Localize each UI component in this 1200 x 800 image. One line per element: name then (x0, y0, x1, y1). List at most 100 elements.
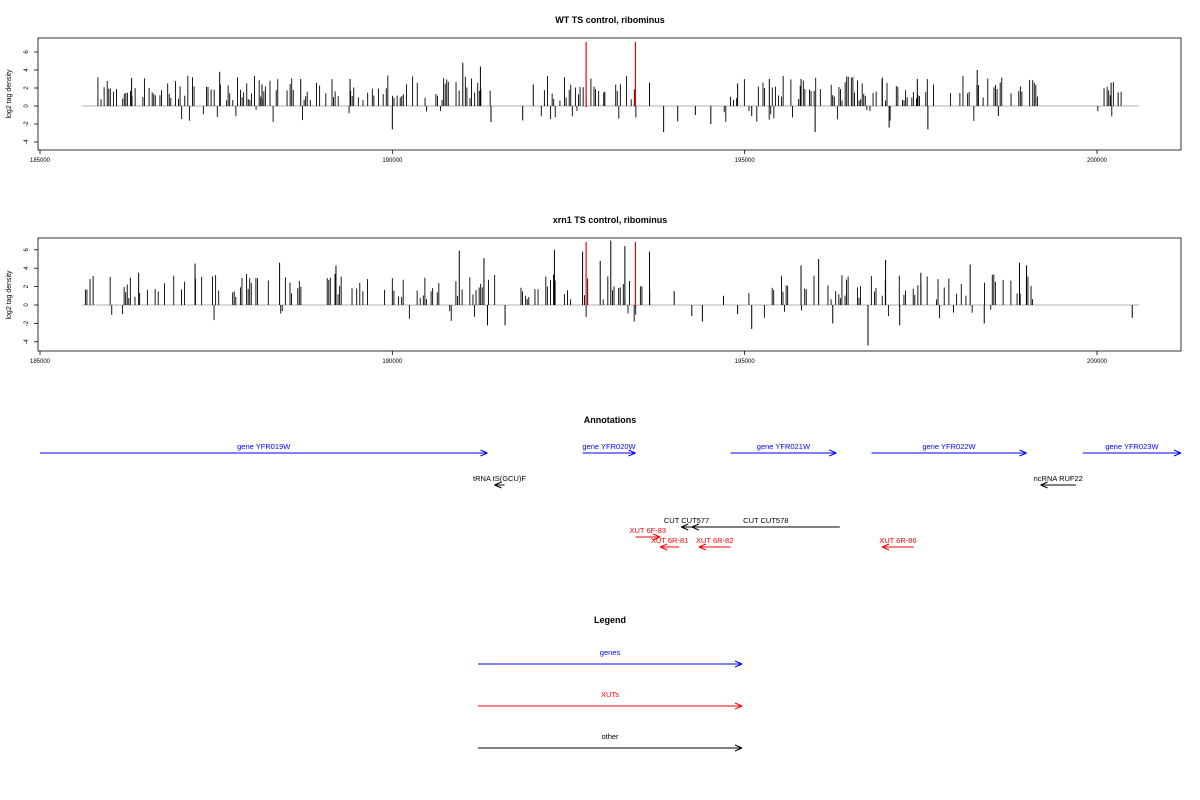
y-tick-label: -4 (24, 139, 30, 145)
y-tick-label: 2 (24, 284, 30, 288)
y-tick-label: 4 (24, 68, 30, 72)
feature-gene: gene YFR023W (1082, 442, 1182, 457)
arrow-head (628, 452, 636, 457)
arrow-head (734, 747, 743, 752)
xrn1-y-axis-label: log2 tag density (6, 270, 13, 320)
y-tick-label: -2 (24, 320, 30, 326)
feature-label: gene YFR021W (757, 442, 811, 451)
feature-gene: gene YFR020W (582, 442, 637, 457)
legend-item-xut: XUTs (478, 690, 743, 710)
annotation-features: gene YFR019W gene YFR020W gene YFR021W gene… (40, 442, 1182, 551)
xrn1-panel: xrn1 TS control, ribominus 185000 190000 1… (6, 215, 1182, 365)
legend-item-other: other (478, 732, 743, 752)
x-tick-label: 195000 (735, 359, 756, 365)
feature-label: CUT CUT577 (664, 516, 709, 525)
feature-label: XUT 6R-82 (696, 536, 733, 545)
legend-label: other (601, 732, 619, 741)
legend-title: Legend (594, 615, 626, 625)
arrow-head (494, 481, 502, 486)
arrow-head (829, 449, 837, 454)
x-tick-label: 200000 (1087, 158, 1108, 164)
wt-y-axis-label: log2 tag density (6, 69, 13, 119)
feature-xut: XUT 6F-83 (630, 526, 666, 541)
arrow-head (691, 526, 700, 531)
arrow-head (1019, 452, 1027, 457)
wt-panel: WT TS control, ribominus 185000 190000 195… (6, 15, 1182, 164)
feature-other: tRNA tS(GCU)F (473, 474, 526, 489)
feature-label: XUT 6R-86 (879, 536, 916, 545)
arrow-head (1173, 449, 1182, 454)
feature-label: gene YFR019W (237, 442, 291, 451)
xrn1-axes: 185000 190000 195000 200000 -4 -2 0 2 4 6 (24, 247, 1108, 365)
arrow-head (681, 526, 689, 531)
xrn1-plot-frame (37, 237, 1182, 352)
arrow-head (734, 705, 743, 710)
wt-bars (97, 62, 1122, 133)
arrow-head (881, 546, 890, 551)
legend-panel: Legend genes XUTs other (478, 615, 743, 752)
feature-gene: gene YFR021W (730, 442, 837, 457)
feature-other: CUT CUT578 (691, 516, 840, 531)
legend-items: genes XUTs other (478, 648, 743, 752)
wt-markers (585, 42, 637, 107)
feature-label: gene YFR020W (582, 442, 636, 451)
wt-axes: 185000 190000 195000 200000 -4 -2 0 2 4 6 (24, 50, 1108, 164)
feature-other: CUT CUT577 (664, 516, 709, 531)
arrow-head (681, 523, 689, 528)
feature-xut: XUT 6R-81 (651, 536, 688, 551)
x-tick-label: 185000 (30, 359, 51, 365)
arrow-head (1040, 481, 1048, 486)
arrow-head (1040, 484, 1048, 489)
feature-label: ncRNA RUF22 (1034, 474, 1083, 483)
feature-label: gene YFR022W (922, 442, 976, 451)
x-tick-label: 200000 (1087, 359, 1108, 365)
annotations-title: Annotations (584, 415, 637, 425)
wt-plot-frame (37, 37, 1182, 151)
legend-label: genes (600, 648, 621, 657)
arrow-head (480, 452, 488, 457)
arrow-head (494, 484, 502, 489)
x-tick-label: 190000 (382, 359, 403, 365)
x-tick-label: 185000 (30, 158, 51, 164)
arrow-head (659, 543, 668, 548)
arrow-head (734, 702, 743, 707)
y-tick-label: -4 (24, 338, 30, 344)
feature-xut: XUT 6R-82 (696, 536, 733, 551)
feature-gene: gene YFR019W (40, 442, 488, 457)
arrow-head (734, 660, 743, 665)
feature-other: ncRNA RUF22 (1034, 474, 1083, 489)
arrow-head (881, 543, 890, 548)
annotations-panel: Annotations gene YFR019W gene YFR020W gene… (40, 415, 1182, 551)
arrow-head (1019, 449, 1027, 454)
feature-label: gene YFR023W (1105, 442, 1159, 451)
feature-gene: gene YFR022W (871, 442, 1027, 457)
xrn1-panel-title: xrn1 TS control, ribominus (553, 215, 668, 225)
legend-item-gene: genes (478, 648, 743, 668)
arrow-head (628, 449, 636, 454)
y-tick-label: 0 (24, 104, 30, 108)
arrow-head (698, 546, 707, 551)
wt-panel-title: WT TS control, ribominus (555, 15, 665, 25)
arrow-head (691, 523, 700, 528)
arrow-head (659, 546, 668, 551)
y-tick-label: 0 (24, 303, 30, 307)
y-tick-label: 6 (24, 247, 30, 251)
y-tick-label: 6 (24, 50, 30, 54)
y-tick-label: 4 (24, 266, 30, 270)
x-tick-label: 195000 (735, 158, 756, 164)
arrow-head (734, 663, 743, 668)
arrow-head (734, 744, 743, 749)
xrn1-markers (585, 242, 637, 306)
xrn1-bars (84, 240, 1133, 346)
arrow-head (652, 533, 661, 538)
arrow-head (698, 543, 707, 548)
feature-xut: XUT 6R-86 (879, 536, 917, 551)
y-tick-label: 2 (24, 86, 30, 90)
arrow-head (1173, 452, 1182, 457)
y-tick-label: -2 (24, 121, 30, 127)
feature-label: XUT 6R-81 (651, 536, 688, 545)
feature-label: tRNA tS(GCU)F (473, 474, 526, 483)
x-tick-label: 190000 (382, 158, 403, 164)
arrow-head (829, 452, 837, 457)
